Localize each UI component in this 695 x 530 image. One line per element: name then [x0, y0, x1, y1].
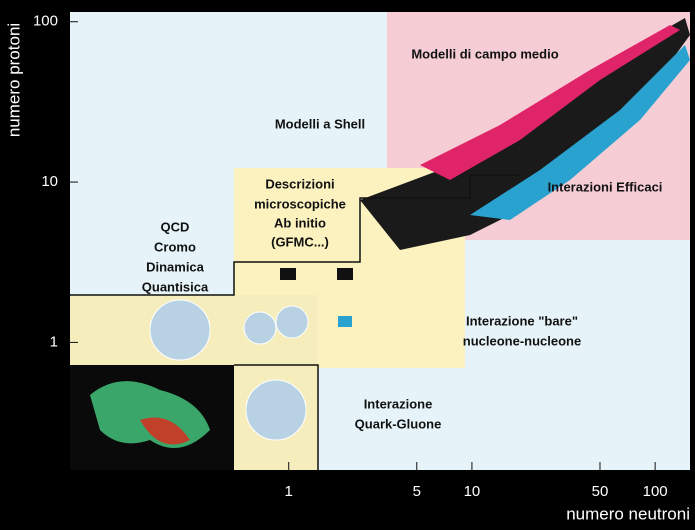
nucleon-icon: [276, 306, 308, 338]
annotation: Dinamica: [146, 259, 205, 274]
annotation: Interazione "bare": [466, 313, 578, 328]
nucleon-icon: [246, 380, 306, 440]
annotation: Quantisica: [142, 279, 209, 294]
y-tick-label: 1: [50, 333, 58, 350]
x-tick-label: 1: [285, 483, 293, 500]
nuclide: [280, 268, 296, 280]
chart: numero protoni numero neutroni 1 5 10 50 100…: [0, 0, 695, 530]
nuclide: [338, 316, 352, 327]
annotation: Modelli a Shell: [275, 116, 365, 131]
x-tick-label: 10: [464, 483, 481, 500]
x-tick-label: 100: [643, 483, 668, 500]
nucleon-icon: [244, 312, 276, 344]
annotation: (GFMC...): [271, 234, 329, 249]
y-tick-label: 10: [41, 173, 58, 190]
annotation: nucleone-nucleone: [463, 333, 581, 348]
x-axis-label: numero neutroni: [566, 504, 690, 523]
annotation: Ab initio: [274, 215, 326, 230]
annotation: Interazioni Efficaci: [548, 179, 663, 194]
annotation: Cromo: [154, 239, 196, 254]
y-tick-label: 100: [33, 13, 58, 30]
annotation: microscopiche: [254, 196, 346, 211]
nuclide: [337, 268, 353, 280]
annotation: Modelli di campo medio: [411, 46, 558, 61]
annotation: Descrizioni: [265, 176, 334, 191]
x-tick-label: 50: [592, 483, 609, 500]
annotation: QCD: [161, 219, 190, 234]
annotation: Interazione: [364, 396, 433, 411]
nucleon-icon: [150, 300, 210, 360]
annotation: Quark-Gluone: [355, 416, 442, 431]
y-axis-label: numero protoni: [4, 23, 23, 137]
x-tick-label: 5: [413, 483, 421, 500]
